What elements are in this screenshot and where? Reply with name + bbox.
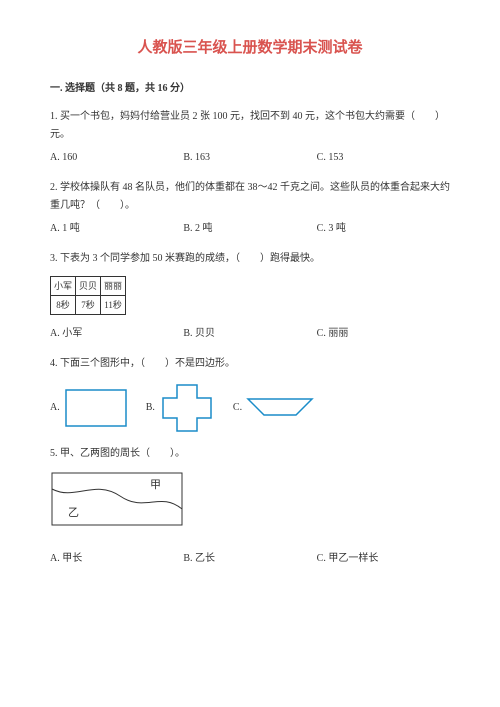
q2-option-c: C. 3 吨: [317, 220, 450, 238]
question-5: 5. 甲、乙两图的周长（ ）。 甲 乙 A. 甲长 B. 乙长 C. 甲乙一样长: [50, 445, 450, 568]
perimeter-diagram-icon: 甲 乙: [50, 471, 190, 531]
q4-label-a: A.: [50, 399, 60, 417]
q3-value-1: 8秒: [51, 296, 76, 315]
q3-header-1: 小军: [51, 277, 76, 296]
q2-options: A. 1 吨 B. 2 吨 C. 3 吨: [50, 220, 450, 238]
q2-option-b: B. 2 吨: [183, 220, 316, 238]
table-row: 小军 贝贝 丽丽: [51, 277, 126, 296]
q1-option-a: A. 160: [50, 149, 183, 167]
q4-label-c: C.: [233, 399, 242, 417]
q3-value-3: 11秒: [101, 296, 126, 315]
yi-label: 乙: [68, 506, 79, 519]
question-4: 4. 下面三个图形中，（ ）不是四边形。 A. B. C.: [50, 355, 450, 433]
q5-text: 5. 甲、乙两图的周长（ ）。: [50, 445, 450, 463]
jia-label: 甲: [150, 479, 161, 491]
exam-title: 人教版三年级上册数学期末测试卷: [50, 35, 450, 62]
q5-option-b: B. 乙长: [183, 550, 316, 568]
q4-text: 4. 下面三个图形中，（ ）不是四边形。: [50, 355, 450, 373]
q3-header-3: 丽丽: [101, 277, 126, 296]
q4-shape-b: B.: [146, 383, 215, 433]
table-row: 8秒 7秒 11秒: [51, 296, 126, 315]
q2-option-a: A. 1 吨: [50, 220, 183, 238]
q3-text: 3. 下表为 3 个同学参加 50 米赛跑的成绩，（ ）跑得最快。: [50, 250, 450, 268]
q5-option-a: A. 甲长: [50, 550, 183, 568]
q5-figure: 甲 乙: [50, 471, 450, 538]
q3-option-c: C. 丽丽: [317, 325, 450, 343]
trapezoid-icon: [246, 397, 314, 419]
q1-text: 1. 买一个书包，妈妈付给营业员 2 张 100 元，找回不到 40 元，这个书…: [50, 108, 450, 144]
question-3: 3. 下表为 3 个同学参加 50 米赛跑的成绩，（ ）跑得最快。 小军 贝贝 …: [50, 250, 450, 343]
question-1: 1. 买一个书包，妈妈付给营业员 2 张 100 元，找回不到 40 元，这个书…: [50, 108, 450, 167]
q3-option-a: A. 小军: [50, 325, 183, 343]
rectangle-icon: [64, 388, 128, 428]
q2-text: 2. 学校体操队有 48 名队员，他们的体重都在 38～42 千克之间。这些队员…: [50, 179, 450, 215]
question-2: 2. 学校体操队有 48 名队员，他们的体重都在 38～42 千克之间。这些队员…: [50, 179, 450, 238]
section-heading: 一. 选择题（共 8 题，共 16 分）: [50, 80, 450, 98]
q5-options: A. 甲长 B. 乙长 C. 甲乙一样长: [50, 550, 450, 568]
q3-options: A. 小军 B. 贝贝 C. 丽丽: [50, 325, 450, 343]
q3-value-2: 7秒: [76, 296, 101, 315]
cross-icon: [159, 383, 215, 433]
q3-option-b: B. 贝贝: [183, 325, 316, 343]
q1-option-c: C. 153: [317, 149, 450, 167]
q1-options: A. 160 B. 163 C. 153: [50, 149, 450, 167]
q4-shape-a: A.: [50, 388, 128, 428]
q1-option-b: B. 163: [183, 149, 316, 167]
q4-label-b: B.: [146, 399, 155, 417]
q3-header-2: 贝贝: [76, 277, 101, 296]
q4-shapes: A. B. C.: [50, 383, 450, 433]
q5-option-c: C. 甲乙一样长: [317, 550, 450, 568]
q4-shape-c: C.: [233, 397, 314, 419]
q3-table: 小军 贝贝 丽丽 8秒 7秒 11秒: [50, 276, 126, 315]
